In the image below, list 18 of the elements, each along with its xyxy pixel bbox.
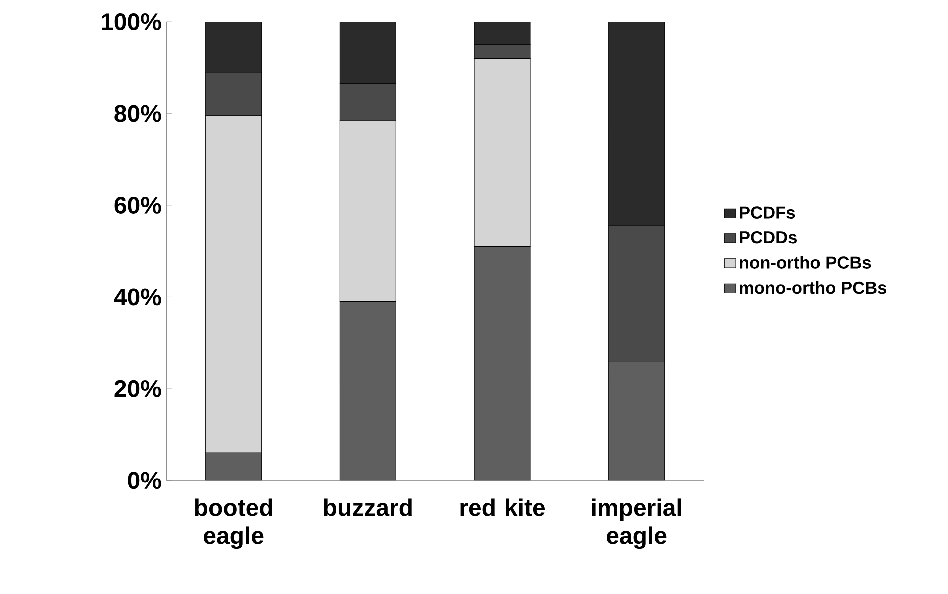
legend-label: mono-ortho PCBs	[740, 281, 887, 294]
y-tick-label: 0%	[128, 472, 162, 490]
x-tick-label: buzzard	[324, 498, 412, 516]
x-tick-label: red kite	[460, 498, 546, 516]
y-tick-label: 80%	[114, 105, 162, 122]
y-tick-label: 20%	[114, 380, 162, 398]
legend-label: PCDFs	[740, 206, 796, 219]
legend-label: PCDDs	[740, 231, 798, 244]
bar	[608, 22, 666, 226]
y-tick-label: 60%	[114, 196, 162, 214]
x-tick-label: imperial eagle	[592, 498, 682, 550]
legend-label: non-ortho PCBs	[740, 256, 872, 269]
bar	[474, 22, 531, 46]
y-tick-label: 40%	[114, 288, 162, 306]
x-tick-label: booted eagle	[195, 498, 272, 550]
bar	[206, 22, 262, 73]
y-tick-label: 100%	[102, 13, 162, 30]
bar	[340, 22, 396, 84]
